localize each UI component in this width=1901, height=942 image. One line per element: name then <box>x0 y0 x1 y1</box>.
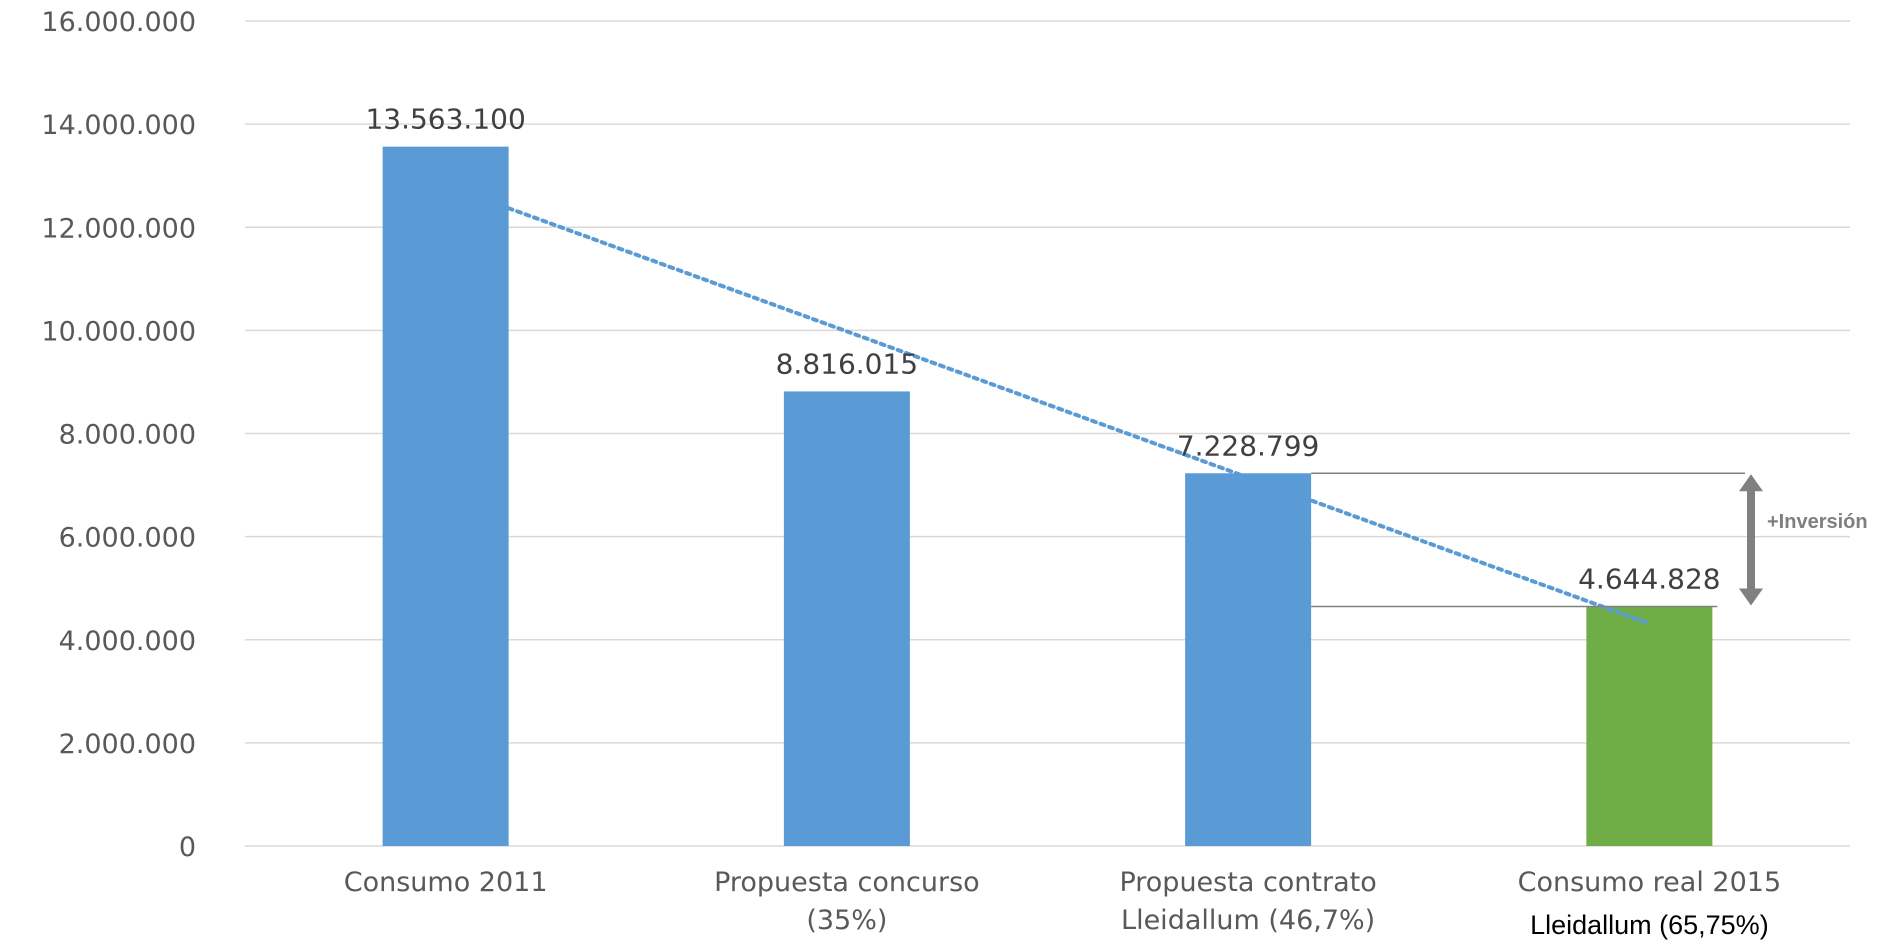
trendline <box>506 206 1652 626</box>
data-label: 4.644.828 <box>1578 563 1721 596</box>
trendline-path <box>506 206 1652 626</box>
y-tick-label: 10.000.000 <box>41 316 196 347</box>
x-tick-label: Consumo 2011 <box>344 867 548 898</box>
y-tick-label: 14.000.000 <box>41 110 196 141</box>
data-labels: 13.563.100 8.816.015 7.228.799 4.644.828 <box>365 103 1720 596</box>
y-tick-label: 16.000.000 <box>41 7 196 38</box>
bar <box>783 391 910 846</box>
x-tick-label: Propuesta concurso <box>714 867 980 898</box>
bars <box>382 146 1713 846</box>
data-label: 7.228.799 <box>1177 429 1320 462</box>
x-tick-label: (35%) <box>806 905 887 936</box>
grid-lines <box>245 20 1850 847</box>
x-tick-label: Lleidallum (46,7%) <box>1121 905 1375 936</box>
annotation-arrow-shaft <box>1747 487 1755 593</box>
y-tick-label: 6.000.000 <box>59 523 196 554</box>
annotation-arrow-head-up <box>1739 474 1763 492</box>
x-tick-label: Consumo real 2015 <box>1518 867 1782 898</box>
bar <box>1586 606 1713 846</box>
y-tick-label: 2.000.000 <box>59 729 196 760</box>
data-label: 8.816.015 <box>776 347 919 380</box>
y-tick-label: 0 <box>179 832 196 863</box>
annotation-arrow-head-down <box>1739 588 1763 606</box>
bar <box>1185 473 1312 846</box>
y-tick-label: 4.000.000 <box>59 626 196 657</box>
bar <box>382 146 509 846</box>
x-tick-label-extra: Lleidallum (65,75%) <box>1530 910 1769 940</box>
y-tick-label: 12.000.000 <box>41 213 196 244</box>
annotation-label: +Inversión <box>1767 511 1868 533</box>
y-axis-tick-labels: 0 2.000.000 4.000.000 6.000.000 8.000.000 10.… <box>41 7 196 863</box>
x-axis-category-labels: Consumo 2011 Propuesta concurso (35%) Propu… <box>344 867 1781 940</box>
data-label: 13.563.100 <box>365 103 525 136</box>
y-tick-label: 8.000.000 <box>59 420 196 451</box>
x-tick-label: Propuesta contrato <box>1119 867 1376 898</box>
inversion-annotation: +Inversión <box>1311 472 1868 608</box>
